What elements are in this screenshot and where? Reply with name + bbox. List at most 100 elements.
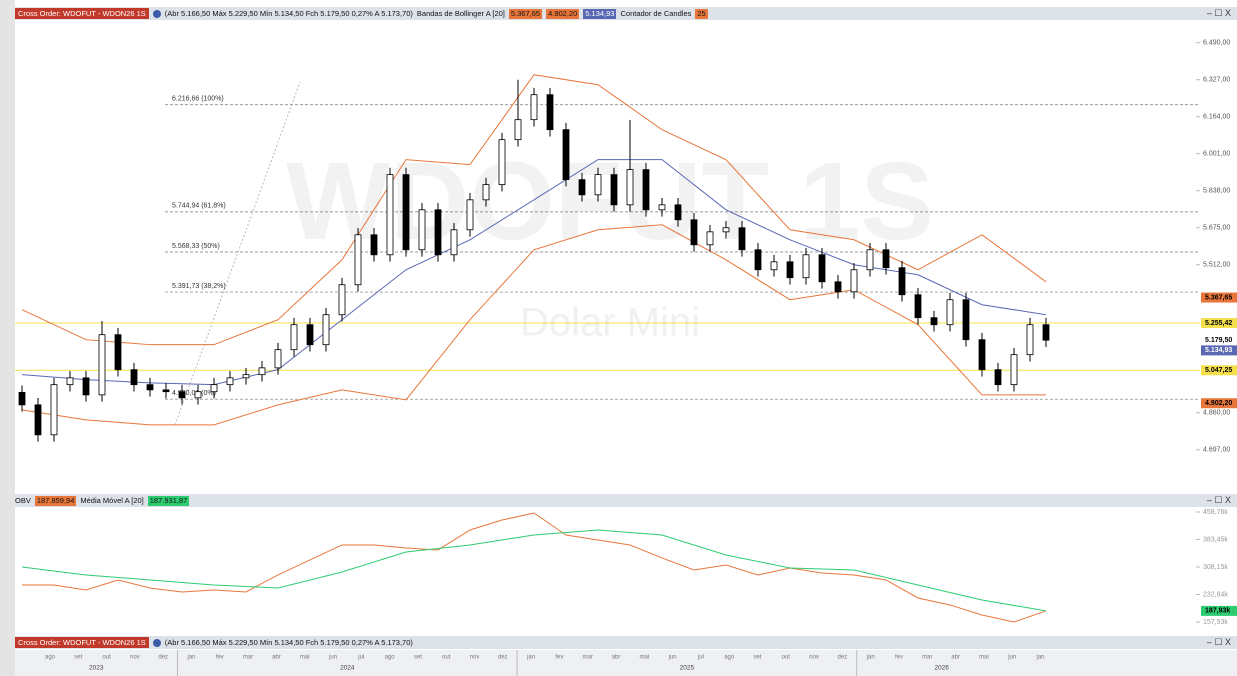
candle-body (130, 369, 138, 386)
icon[interactable] (152, 638, 161, 647)
month-label: jul (357, 655, 364, 661)
candle-body (706, 231, 714, 246)
watermark: WDOFUT 1S (286, 140, 934, 263)
icon[interactable] (152, 9, 161, 18)
candle-body (34, 404, 42, 436)
price-badge (1201, 318, 1237, 329)
candle-body (386, 174, 394, 256)
obv-toolbar: OBV 187.859,94 Média Móvel A [20] 187.93… (15, 494, 1237, 507)
candle-body (418, 209, 426, 251)
candle-body (82, 377, 90, 396)
month-label: set (753, 655, 761, 661)
y-tick-label: 5.675,00 (1203, 225, 1230, 232)
candle-body (1010, 354, 1018, 386)
month-label: abr (612, 655, 621, 661)
candle-body (1042, 324, 1050, 341)
fib-label: 5.391,73 (38,2%) (172, 283, 226, 290)
y-tick-label: 4.860,00 (1203, 410, 1230, 417)
price-badge (1201, 345, 1237, 356)
candle-body (66, 377, 74, 386)
price-badge (1201, 335, 1237, 346)
candle-body (1026, 324, 1034, 356)
bottom-toolbar: Cross Order: WDOFUT - WDON26 1S (Abr 5.1… (15, 636, 1237, 649)
candle-body (610, 174, 618, 206)
month-label: mar (243, 655, 253, 661)
y-tick-label: 383,45k (1203, 536, 1228, 543)
bollinger-middle (21, 159, 1047, 386)
candle-body (914, 294, 922, 319)
fib-label: 5.568,33 (50%) (172, 243, 220, 250)
window-controls[interactable]: – ☐ X (1206, 8, 1231, 18)
candle-body (594, 174, 602, 196)
candle-body (450, 229, 458, 256)
window-controls[interactable]: – ☐ X (1206, 637, 1231, 647)
candle-body (354, 234, 362, 286)
candle-body (226, 377, 234, 386)
price-badge (1201, 365, 1237, 376)
symbol-title[interactable]: Cross Order: WDOFUT - WDON26 1S (15, 8, 149, 19)
candle-body (738, 227, 746, 251)
fib-label: 5.744,94 (61,8%) (172, 203, 226, 210)
badge: 5.134,93 (583, 8, 617, 19)
candle-body (466, 199, 474, 231)
badge: 187.859,94 (34, 495, 77, 506)
month-label: ago (724, 655, 735, 661)
y-tick-label: 157,53k (1203, 619, 1228, 626)
candle-body (370, 234, 378, 256)
candle-body (674, 204, 682, 221)
candle-body (962, 299, 970, 341)
window-controls[interactable]: – ☐ X (1206, 495, 1231, 505)
month-label: jun (328, 655, 337, 661)
candle-body (498, 139, 506, 186)
candle-body (978, 339, 986, 371)
month-label: ago (385, 655, 396, 661)
price-badge-label: 5.367,65 (1205, 294, 1232, 301)
month-label: out (102, 655, 111, 661)
month-label: nov (130, 655, 140, 661)
candle-body (946, 299, 954, 326)
series-line (22, 512, 1047, 623)
candle-body (514, 119, 522, 141)
y-tick-label: 232,84k (1203, 591, 1228, 598)
candle-body (834, 281, 842, 293)
fib-trend (174, 81, 301, 426)
month-label: jan (186, 655, 195, 661)
candle-body (146, 384, 154, 391)
year-label: 2025 (680, 665, 695, 672)
year-label: 2023 (89, 665, 104, 672)
month-label: out (782, 655, 791, 661)
candle-body (322, 314, 330, 346)
symbol-title[interactable]: Cross Order: WDOFUT - WDON26 1S (15, 637, 149, 648)
series-line (21, 529, 1047, 612)
candle-body (434, 209, 442, 256)
month-label: out (442, 655, 451, 661)
timeline-bg (15, 650, 1237, 676)
candle-body (482, 184, 490, 201)
bollinger-lower (21, 224, 1046, 426)
month-label: nov (470, 655, 480, 661)
y-tick-label: 6.164,00 (1203, 114, 1230, 121)
fib-label: 4.920,01 (0%) (172, 390, 216, 397)
candle-body (642, 169, 650, 211)
candle-body (210, 384, 218, 393)
candle-body (338, 284, 346, 316)
value-badge-label: 187,93k (1205, 608, 1230, 615)
month-label: jun (1007, 655, 1016, 661)
candle-body (242, 374, 250, 379)
candle-body (562, 129, 570, 181)
month-label: mai (300, 655, 310, 661)
candle-body (994, 369, 1002, 386)
value-badge (1201, 605, 1237, 616)
month-label: mar (583, 655, 593, 661)
price-badge-label: 5.255,42 (1205, 320, 1232, 327)
obv-label: OBV (15, 496, 31, 505)
badge: 5.367,65 (508, 8, 543, 19)
candle-body (930, 317, 938, 326)
candle-body (898, 267, 906, 296)
candle-body (818, 254, 826, 283)
month-label: jan (526, 655, 535, 661)
fib-label: 6.216,66 (100%) (172, 96, 224, 103)
price-badge (1201, 398, 1237, 409)
